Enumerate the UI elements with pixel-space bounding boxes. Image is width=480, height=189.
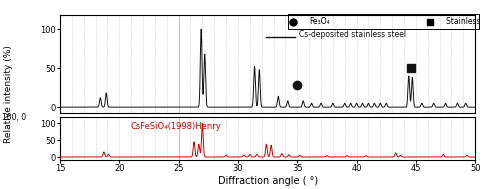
Text: Fe₃O₄: Fe₃O₄ <box>309 18 330 26</box>
X-axis label: Diffraction angle ( °): Diffraction angle ( °) <box>217 176 318 186</box>
Text: 100, 0: 100, 0 <box>2 113 26 122</box>
Text: Stainless steel: Stainless steel <box>446 18 480 26</box>
Text: CsFeSiO₄(1998)Henry: CsFeSiO₄(1998)Henry <box>131 122 221 131</box>
Text: Cs-deposited stainless steel: Cs-deposited stainless steel <box>299 30 406 39</box>
Bar <box>288 14 480 29</box>
Text: Relative intensity (%): Relative intensity (%) <box>4 46 13 143</box>
